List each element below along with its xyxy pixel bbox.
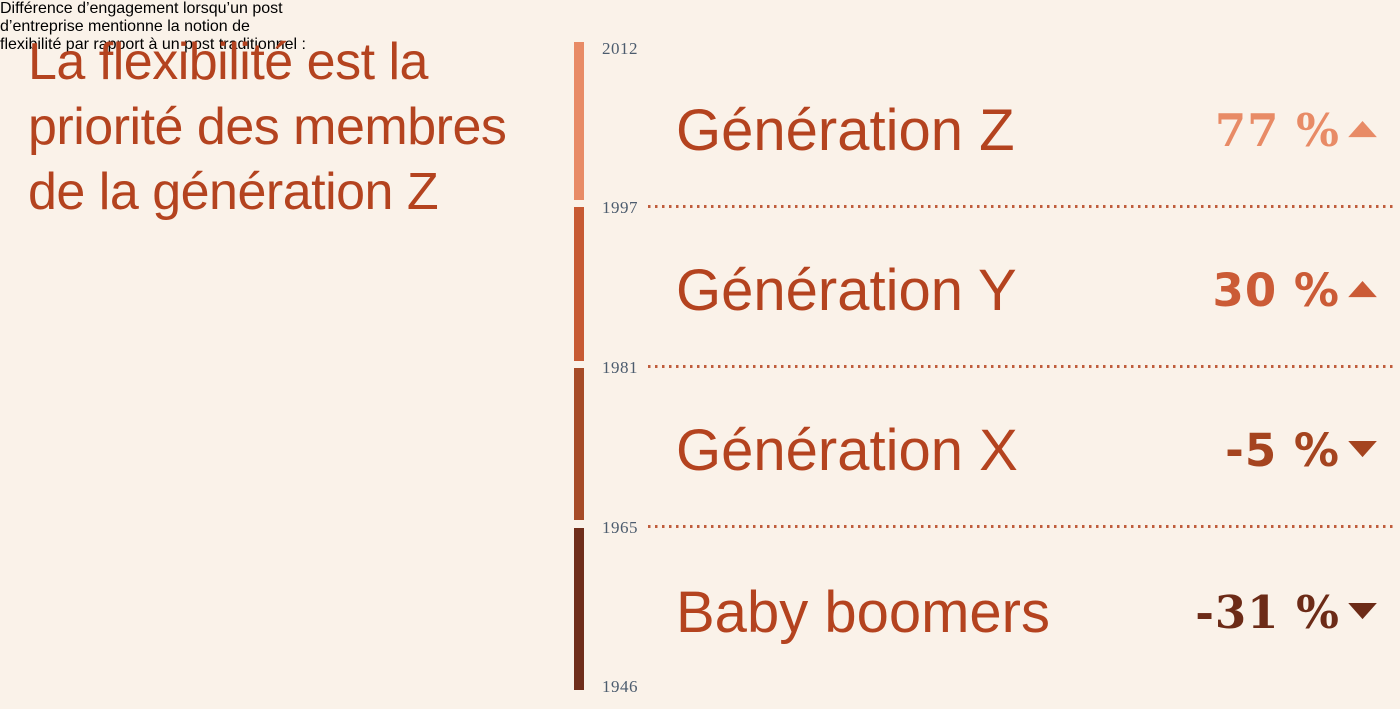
value-group: 30 % ▲ [1212,263,1377,317]
year-label-1946: 1946 [602,677,638,696]
trend-up-icon: ▲ [1348,275,1377,300]
percentage-value: 30 % [1212,263,1340,317]
percentage-value: 77 % [1214,103,1340,157]
row-generation-x: Génération X -5 % ▼ [676,410,1377,490]
percentage-value: -31 % [1195,585,1340,639]
timeline-segment-generation-x [574,368,584,520]
generation-label: Baby boomers [676,579,1050,645]
title-line: La flexibilité est la [28,33,428,91]
timeline-segment-generation-z [574,42,584,200]
year-label-2012: 2012 [602,39,638,58]
timeline-segment-generation-y [574,207,584,361]
row-generation-z: Génération Z 77 % ▲ [676,90,1377,170]
generation-label: Génération Z [676,97,1015,163]
row-baby-boomers: Baby boomers -31 % ▼ [676,572,1377,652]
title-line: de la génération Z [28,163,439,221]
year-label-1965: 1965 [602,518,638,537]
dotted-separator [648,365,1396,368]
trend-up-icon: ▲ [1348,115,1377,140]
row-generation-y: Génération Y 30 % ▲ [676,250,1377,330]
percentage-value: -5 % [1225,423,1340,477]
value-group: 77 % ▲ [1214,103,1377,157]
subtitle-line: Différence d’engagement lorsqu’un post [0,0,283,17]
timeline-segment-baby-boomers [574,528,584,690]
title-line: priorité des membres [28,98,507,156]
year-label-1997: 1997 [602,198,638,217]
value-group: -31 % ▼ [1195,585,1377,639]
dotted-separator [648,205,1396,208]
page-title: La flexibilité est la priorité des membr… [28,30,588,225]
value-group: -5 % ▼ [1225,423,1377,477]
subtitle-line: d’entreprise mentionne la notion de [0,18,250,35]
generation-label: Génération Y [676,257,1017,323]
generation-label: Génération X [676,417,1018,483]
trend-down-icon: ▼ [1348,597,1377,622]
year-label-1981: 1981 [602,358,638,377]
dotted-separator [648,525,1396,528]
trend-down-icon: ▼ [1348,435,1377,460]
subtitle-line: flexibilité par rapport à un post tradit… [0,36,306,53]
